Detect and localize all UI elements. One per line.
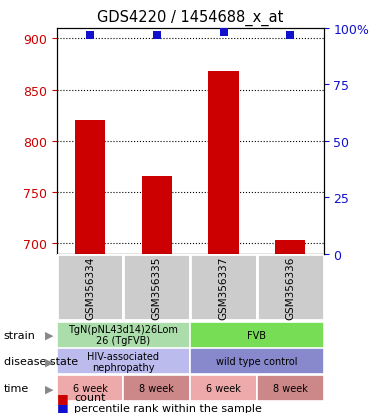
Bar bbox=[190, 255, 257, 320]
Bar bbox=[123, 375, 190, 401]
Text: ▶: ▶ bbox=[44, 383, 53, 394]
Text: 8 week: 8 week bbox=[273, 383, 308, 394]
Text: ▶: ▶ bbox=[44, 356, 53, 367]
Text: percentile rank within the sample: percentile rank within the sample bbox=[74, 403, 262, 413]
Text: 6 week: 6 week bbox=[73, 383, 107, 394]
Bar bbox=[209, 72, 239, 254]
Text: FVB: FVB bbox=[247, 330, 266, 340]
Bar bbox=[190, 322, 324, 348]
Text: 8 week: 8 week bbox=[139, 383, 174, 394]
Title: GDS4220 / 1454688_x_at: GDS4220 / 1454688_x_at bbox=[97, 10, 283, 26]
Text: GSM356337: GSM356337 bbox=[218, 256, 229, 319]
Bar bbox=[57, 349, 190, 375]
Text: GSM356336: GSM356336 bbox=[285, 256, 295, 319]
Bar bbox=[123, 255, 190, 320]
Text: HIV-associated
nephropathy: HIV-associated nephropathy bbox=[87, 351, 160, 373]
Text: ■: ■ bbox=[57, 401, 68, 413]
Bar bbox=[257, 375, 324, 401]
Text: wild type control: wild type control bbox=[216, 356, 298, 367]
Text: disease state: disease state bbox=[4, 356, 78, 367]
Bar bbox=[57, 375, 123, 401]
Text: TgN(pNL43d14)26Lom
26 (TgFVB): TgN(pNL43d14)26Lom 26 (TgFVB) bbox=[68, 324, 178, 346]
Bar bbox=[57, 255, 123, 320]
Text: ▶: ▶ bbox=[44, 330, 53, 340]
Text: GSM356334: GSM356334 bbox=[85, 256, 95, 319]
Bar bbox=[190, 375, 257, 401]
Text: 6 week: 6 week bbox=[206, 383, 241, 394]
Text: ■: ■ bbox=[57, 391, 68, 404]
Text: strain: strain bbox=[4, 330, 36, 340]
Bar bbox=[75, 121, 105, 254]
Text: GSM356335: GSM356335 bbox=[152, 256, 162, 319]
Text: time: time bbox=[4, 383, 29, 394]
Bar bbox=[257, 255, 324, 320]
Bar bbox=[57, 322, 190, 348]
Text: count: count bbox=[74, 392, 106, 402]
Bar bbox=[142, 176, 172, 254]
Bar bbox=[275, 241, 305, 254]
Bar bbox=[190, 349, 324, 375]
